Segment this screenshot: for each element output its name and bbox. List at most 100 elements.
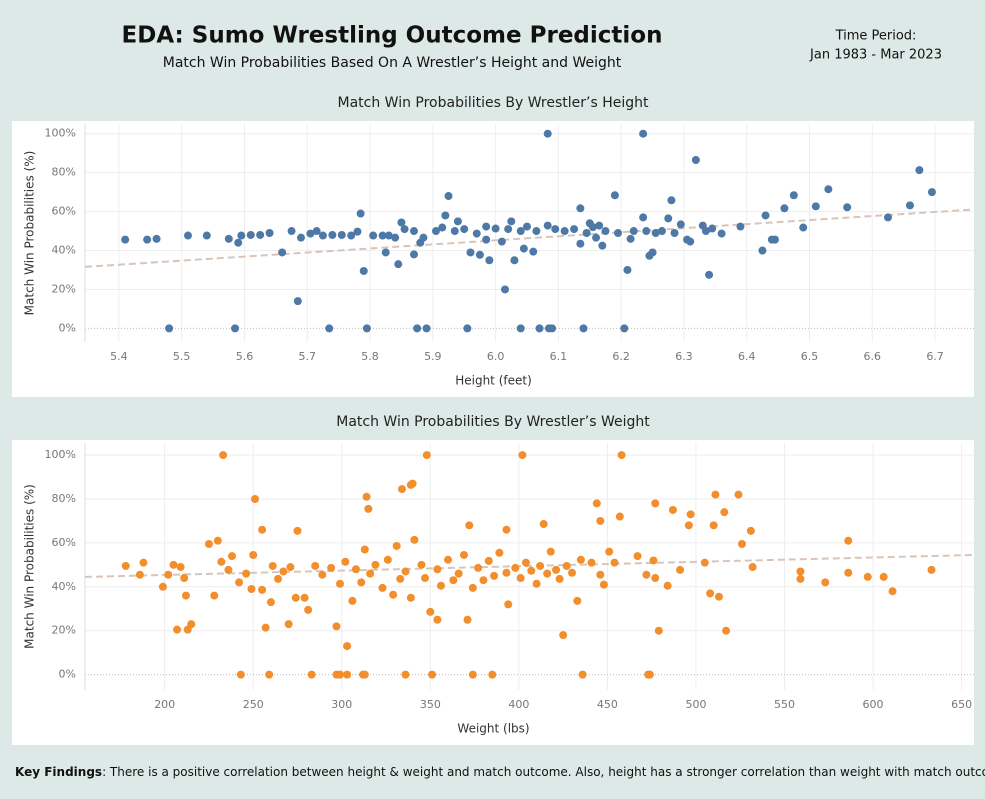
point xyxy=(460,225,469,234)
point xyxy=(642,227,651,236)
point xyxy=(592,499,601,508)
point xyxy=(485,256,494,265)
point xyxy=(463,615,472,624)
point xyxy=(645,670,654,679)
point xyxy=(592,233,601,242)
point xyxy=(738,539,747,548)
point xyxy=(369,231,378,240)
point xyxy=(516,227,525,236)
point xyxy=(293,297,302,306)
point xyxy=(497,237,506,246)
point xyxy=(516,574,525,583)
point xyxy=(691,156,700,165)
point xyxy=(596,570,605,579)
point xyxy=(165,324,174,333)
point xyxy=(401,670,410,679)
y-axis-title: Match Win Probabilities (%) xyxy=(23,484,37,649)
point xyxy=(629,227,638,236)
point xyxy=(378,583,387,592)
point xyxy=(708,224,717,233)
point xyxy=(518,451,527,460)
key-findings-text: : There is a positive correlation betwee… xyxy=(102,765,985,779)
point xyxy=(510,256,519,265)
point xyxy=(143,235,152,244)
point xyxy=(511,563,520,572)
x-tick-label: 5.5 xyxy=(173,350,191,363)
point xyxy=(378,231,387,240)
point xyxy=(417,560,426,569)
point xyxy=(633,552,642,561)
point xyxy=(343,642,352,651)
point xyxy=(642,570,651,579)
point xyxy=(328,230,337,239)
point xyxy=(384,231,393,240)
point xyxy=(543,569,552,578)
x-tick-label: 300 xyxy=(331,698,352,711)
point xyxy=(394,260,403,269)
point xyxy=(668,505,677,514)
point xyxy=(449,576,458,585)
x-tick-label: 5.6 xyxy=(236,350,254,363)
point xyxy=(213,536,222,545)
y-tick-label: 40% xyxy=(52,244,76,257)
y-tick-label: 80% xyxy=(52,166,76,179)
trend-line xyxy=(84,208,975,268)
point xyxy=(400,225,409,234)
point xyxy=(484,556,493,565)
point xyxy=(844,536,853,545)
point xyxy=(389,590,398,599)
point xyxy=(227,552,236,561)
point xyxy=(758,246,767,255)
point xyxy=(152,234,161,243)
point xyxy=(711,490,720,499)
point xyxy=(246,230,255,239)
point xyxy=(237,231,246,240)
point xyxy=(459,550,468,559)
point xyxy=(336,579,345,588)
point xyxy=(300,593,309,602)
point xyxy=(651,574,660,583)
point xyxy=(274,574,283,583)
point xyxy=(401,567,410,576)
point xyxy=(360,670,369,679)
point xyxy=(709,521,718,530)
point xyxy=(438,223,447,232)
x-tick-label: 200 xyxy=(154,698,175,711)
y-tick-label: 0% xyxy=(59,668,76,681)
point xyxy=(312,227,321,236)
point xyxy=(366,569,375,578)
point xyxy=(256,230,265,239)
point xyxy=(224,565,233,574)
point xyxy=(219,451,228,460)
point xyxy=(422,451,431,460)
x-tick-label: 250 xyxy=(243,698,264,711)
point xyxy=(265,229,274,237)
point xyxy=(176,563,185,572)
point xyxy=(495,548,504,557)
point xyxy=(135,570,144,579)
point xyxy=(202,231,211,240)
point xyxy=(204,539,213,548)
point xyxy=(261,623,270,632)
point xyxy=(325,324,334,333)
point xyxy=(409,250,418,259)
point xyxy=(582,229,591,237)
point xyxy=(337,230,346,239)
point xyxy=(546,547,555,556)
point xyxy=(453,217,462,226)
point xyxy=(663,581,672,590)
point xyxy=(504,600,513,609)
point xyxy=(210,591,219,600)
point xyxy=(789,191,798,200)
point xyxy=(454,569,463,578)
point xyxy=(482,235,491,244)
point xyxy=(570,225,579,234)
x-axis-title: Height (feet) xyxy=(455,374,532,388)
point xyxy=(286,563,295,572)
point xyxy=(466,248,475,257)
point xyxy=(576,239,585,248)
point xyxy=(247,585,256,594)
point xyxy=(657,227,666,236)
point xyxy=(356,209,365,218)
point xyxy=(519,244,528,253)
